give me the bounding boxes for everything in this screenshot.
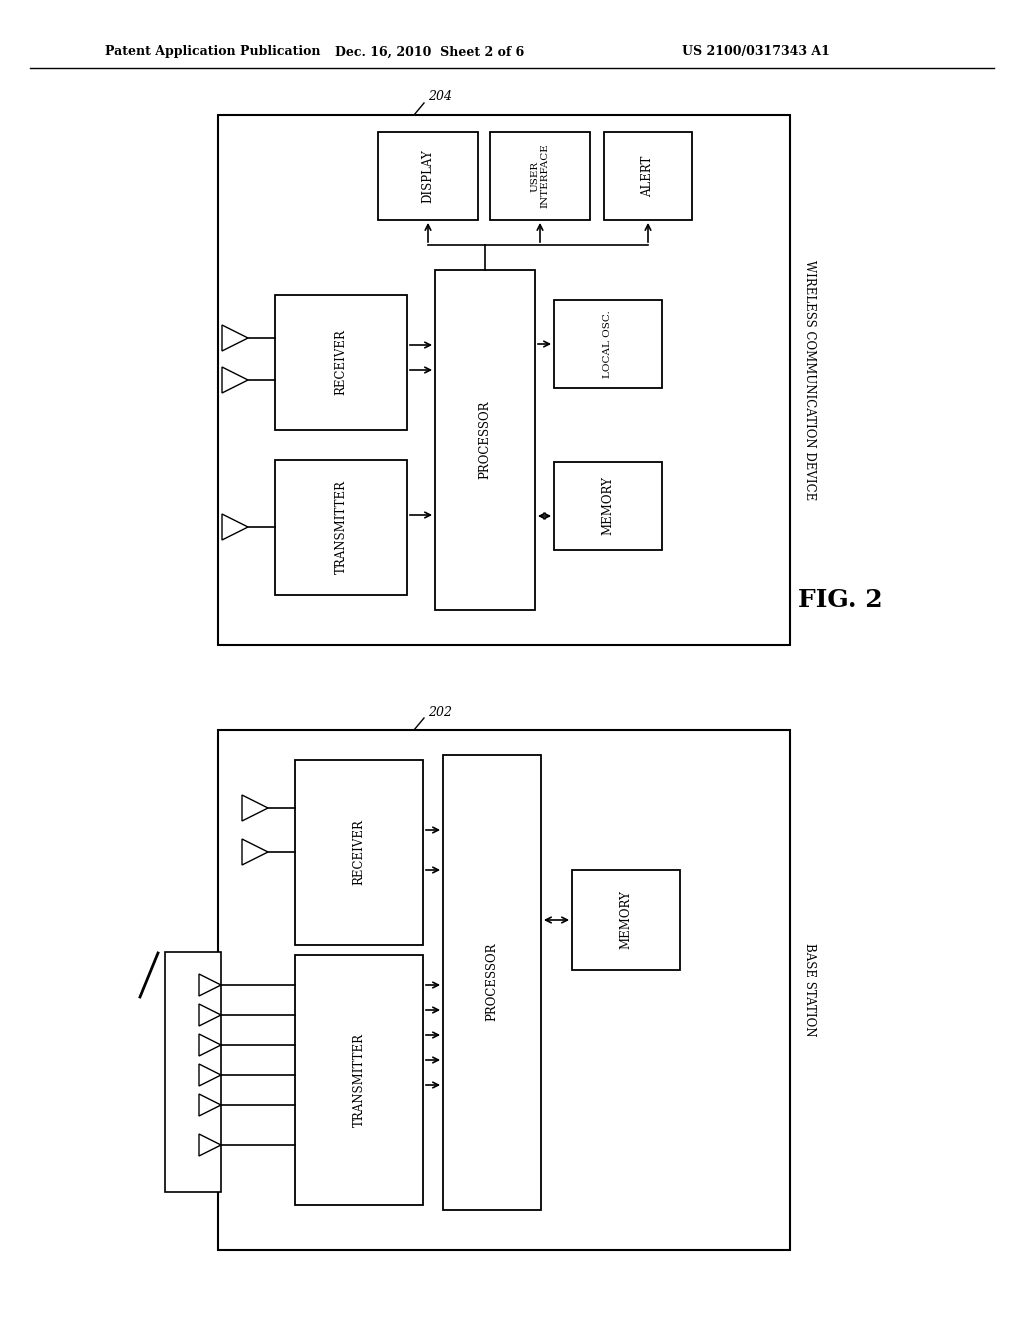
Text: MEMORY: MEMORY [601, 477, 614, 536]
Text: PROCESSOR: PROCESSOR [485, 942, 499, 1022]
Text: DISPLAY: DISPLAY [422, 149, 434, 203]
Polygon shape [242, 840, 268, 865]
Polygon shape [242, 795, 268, 821]
Text: LOCAL OSC.: LOCAL OSC. [603, 310, 612, 378]
Bar [295, 760, 423, 945]
Text: RECEIVER: RECEIVER [335, 329, 347, 395]
Bar [443, 755, 541, 1210]
Bar [275, 294, 407, 430]
Polygon shape [199, 1005, 221, 1026]
Text: BASE STATION: BASE STATION [804, 944, 816, 1036]
Polygon shape [222, 325, 248, 351]
Text: FIG. 2: FIG. 2 [798, 587, 883, 612]
Bar [572, 870, 680, 970]
Bar [554, 462, 662, 550]
Text: Patent Application Publication: Patent Application Publication [105, 45, 321, 58]
Text: MEMORY: MEMORY [620, 891, 633, 949]
Polygon shape [199, 1134, 221, 1156]
Polygon shape [222, 367, 248, 393]
Bar [554, 300, 662, 388]
Bar [490, 132, 590, 220]
Text: ALERT: ALERT [641, 156, 654, 197]
Text: 202: 202 [428, 705, 452, 718]
Text: US 2100/0317343 A1: US 2100/0317343 A1 [682, 45, 830, 58]
Polygon shape [199, 1064, 221, 1086]
Text: TRANSMITTER: TRANSMITTER [335, 480, 347, 574]
Polygon shape [199, 1034, 221, 1056]
Text: 204: 204 [428, 91, 452, 103]
Text: Dec. 16, 2010  Sheet 2 of 6: Dec. 16, 2010 Sheet 2 of 6 [336, 45, 524, 58]
Bar [295, 954, 423, 1205]
Polygon shape [199, 1094, 221, 1115]
Text: TRANSMITTER: TRANSMITTER [352, 1034, 366, 1127]
Bar [218, 730, 790, 1250]
Bar [218, 115, 790, 645]
Bar [275, 459, 407, 595]
Text: USER
INTERFACE: USER INTERFACE [530, 144, 550, 209]
Bar [165, 952, 221, 1192]
Text: PROCESSOR: PROCESSOR [478, 401, 492, 479]
Bar [604, 132, 692, 220]
Polygon shape [222, 513, 248, 540]
Text: WIRELESS COMMUNICATION DEVICE: WIRELESS COMMUNICATION DEVICE [804, 260, 816, 500]
Bar [435, 271, 535, 610]
Polygon shape [199, 974, 221, 997]
Text: RECEIVER: RECEIVER [352, 820, 366, 884]
Bar [378, 132, 478, 220]
